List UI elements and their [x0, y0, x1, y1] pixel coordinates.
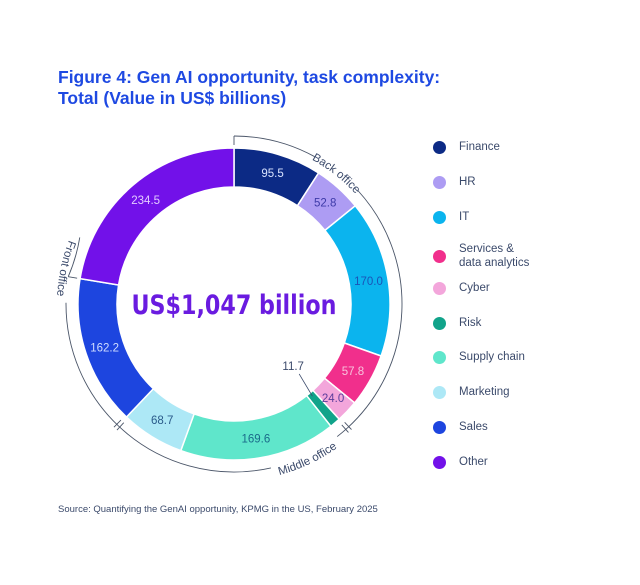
legend-label: Supply chain: [459, 351, 525, 363]
legend-item-cyber: Cyber: [433, 281, 589, 295]
bracket-middle-office-a: [336, 427, 348, 437]
bracket-middle-office-b: [117, 425, 272, 473]
legend-label: IT: [459, 211, 470, 223]
legend-label: HR: [459, 176, 476, 188]
legend-swatch-icon: [433, 140, 446, 154]
bracket-break-middle-office-end-1: [113, 419, 122, 428]
leader-line-risk: [298, 373, 313, 397]
legend-swatch-icon: [433, 420, 446, 434]
segment-label-supply-chain: 169.6: [241, 434, 270, 446]
legend-swatch-icon: [433, 281, 446, 295]
legend-swatch-icon: [433, 455, 446, 469]
legend-label: Other: [459, 456, 488, 468]
legend-item-other: Other: [433, 455, 589, 469]
chart-subtitle: Total (Value in US$ billions): [58, 88, 287, 108]
segment-label-hr: 52.8: [314, 197, 336, 209]
segment-label-other: 234.5: [131, 195, 160, 207]
bracket-break-back-office-end-1: [341, 424, 349, 433]
source-note: Source: Quantifying the GenAI opportunit…: [58, 504, 378, 515]
legend-swatch-icon: [433, 385, 446, 399]
legend-item-it: IT: [433, 210, 589, 224]
segment-label-sales: 162.2: [90, 342, 119, 354]
legend-item-sales: Sales: [433, 420, 589, 434]
legend-label: Cyber: [459, 282, 490, 294]
legend-item-finance: Finance: [433, 140, 589, 154]
bracket-break-back-office-end-0: [344, 421, 352, 430]
chart-title-block: Figure 4: Gen AI opportunity, task compl…: [58, 67, 478, 109]
legend-item-hr: HR: [433, 175, 589, 189]
legend-label: Marketing: [459, 386, 510, 398]
bracket-back-office-a: [233, 135, 315, 157]
bracket-front-office-a: [65, 302, 119, 427]
segment-label-marketing: 68.7: [151, 415, 173, 427]
legend-item-supply-chain: Supply chain: [433, 350, 589, 364]
legend-swatch-icon: [433, 210, 446, 224]
legend-item-risk: Risk: [433, 316, 589, 330]
segments-layer: [77, 147, 391, 461]
legend-swatch-icon: [433, 175, 446, 189]
legend-swatch-icon: [433, 350, 446, 364]
legend-swatch-icon: [433, 249, 446, 263]
legend-label: Services & data analytics: [459, 243, 530, 269]
chart-title: Figure 4: Gen AI opportunity, task compl…: [58, 67, 441, 87]
segment-supply-chain: [179, 394, 332, 461]
legend-label: Risk: [459, 317, 482, 329]
bracket-tick-front-office-end: [68, 276, 78, 279]
legend-swatch-icon: [433, 316, 446, 330]
legend-item-services-data-analytics: Services & data analytics: [433, 242, 589, 270]
segment-label-cyber: 24.0: [322, 393, 344, 405]
labels-layer: 95.5 52.8 170.0 57.8 24.0 11.7 169.6 68.7 162.2 2…: [90, 168, 383, 446]
legend-label: Sales: [459, 421, 488, 433]
legend-item-marketing: Marketing: [433, 385, 589, 399]
segment-label-services-data-analytics: 57.8: [342, 366, 364, 378]
segment-label-risk: 11.7: [282, 361, 304, 373]
segment-label-finance: 95.5: [261, 168, 283, 180]
bracket-back-office-b: [346, 190, 403, 429]
center-total-label: US$1,047 billion: [132, 290, 337, 321]
legend-label: Finance: [459, 141, 500, 153]
segment-other: [79, 147, 235, 286]
bracket-break-middle-office-end-0: [116, 422, 125, 431]
bracket-label-front-office: Front office: [54, 239, 77, 297]
segment-label-it: 170.0: [354, 276, 383, 288]
